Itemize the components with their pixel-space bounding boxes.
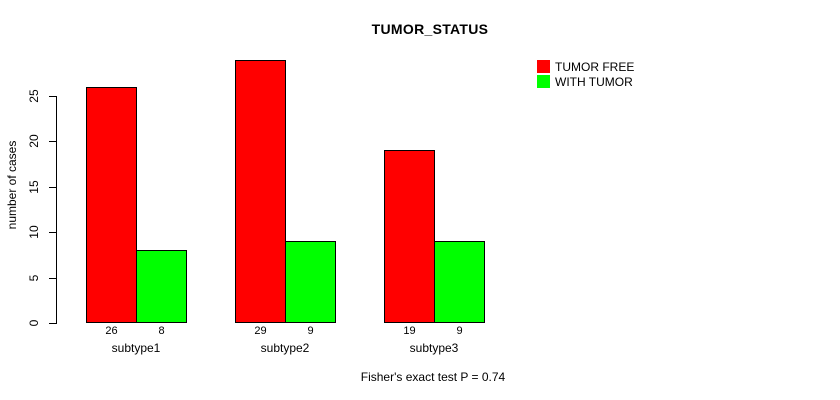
bar-with-tumor-subtype1: [136, 250, 187, 323]
legend-swatch-tumor-free: [537, 60, 550, 73]
y-axis-label: number of cases: [5, 140, 19, 230]
bar-tumor-free-subtype1: [86, 86, 137, 323]
bar-value-label: 29: [254, 325, 267, 337]
y-axis-line: [56, 96, 57, 324]
chart-title: TUMOR_STATUS: [371, 21, 489, 37]
bar-value-label: 26: [105, 325, 118, 337]
y-axis-tick-label: 10: [27, 225, 41, 239]
bar-value-label: 9: [456, 325, 463, 337]
y-axis-tick-label: 5: [27, 274, 41, 282]
y-axis-tick: [49, 232, 56, 233]
y-axis-tick: [49, 96, 56, 97]
y-axis-tick-label: 0: [27, 319, 41, 327]
y-axis-tick: [49, 187, 56, 188]
bar-value-label: 9: [307, 325, 314, 337]
annotation-text: Fisher's exact test P = 0.74: [360, 370, 506, 384]
bar-with-tumor-subtype3: [434, 241, 485, 323]
category-label: subtype3: [409, 341, 459, 355]
legend-label: TUMOR FREE: [555, 59, 635, 74]
y-axis-tick-label: 20: [27, 134, 41, 148]
category-label: subtype2: [260, 341, 310, 355]
bar-tumor-free-subtype3: [384, 150, 435, 323]
bar-with-tumor-subtype2: [285, 241, 336, 323]
y-axis-tick: [49, 323, 56, 324]
legend-item-tumor-free: TUMOR FREE: [537, 59, 634, 74]
category-label: subtype1: [111, 341, 161, 355]
legend-swatch-with-tumor: [537, 75, 550, 88]
y-axis-tick-label: 25: [27, 89, 41, 103]
y-axis-tick: [49, 278, 56, 279]
y-axis-tick-label: 15: [27, 180, 41, 194]
bar-value-label: 8: [158, 325, 165, 337]
y-axis-tick: [49, 141, 56, 142]
legend-label: WITH TUMOR: [555, 74, 633, 89]
bar-tumor-free-subtype2: [235, 59, 286, 323]
legend-item-with-tumor: WITH TUMOR: [537, 74, 633, 89]
bar-value-label: 19: [403, 325, 416, 337]
